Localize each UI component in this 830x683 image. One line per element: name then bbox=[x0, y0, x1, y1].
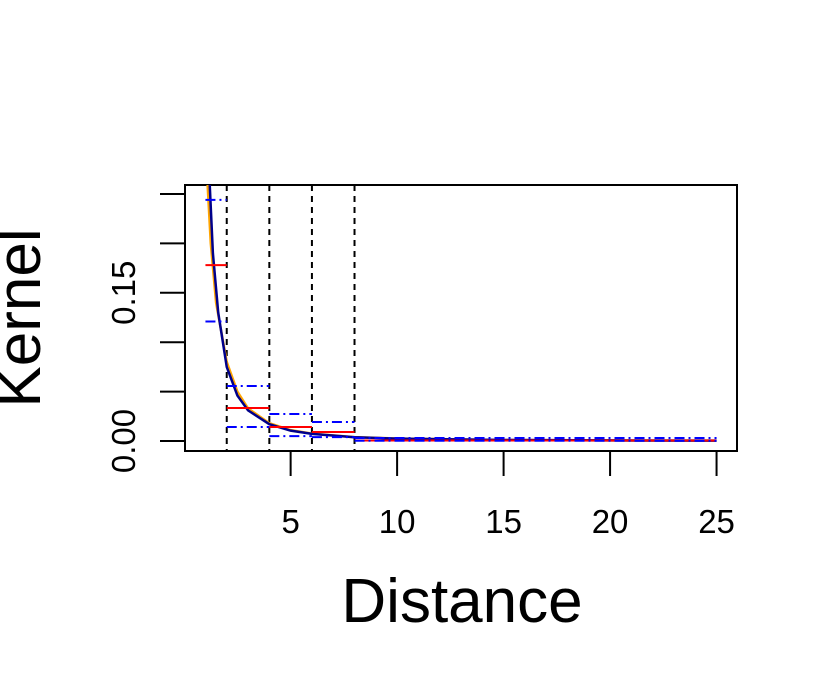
x-axis-label: Distance bbox=[341, 567, 582, 636]
x-tick-label: 25 bbox=[698, 503, 735, 540]
y-tick-label: 0.15 bbox=[105, 261, 142, 325]
kernel-curve bbox=[206, 185, 717, 442]
kernel-curve bbox=[208, 185, 717, 442]
plot-frame bbox=[184, 184, 738, 452]
x-tick-label: 20 bbox=[592, 503, 629, 540]
x-tick-label: 15 bbox=[485, 503, 522, 540]
y-tick-label: 0.00 bbox=[105, 409, 142, 473]
x-tick-label: 5 bbox=[281, 503, 299, 540]
plot-area bbox=[205, 185, 717, 451]
x-tick-label: 10 bbox=[379, 503, 416, 540]
y-axis-label: Kernel bbox=[0, 228, 54, 407]
